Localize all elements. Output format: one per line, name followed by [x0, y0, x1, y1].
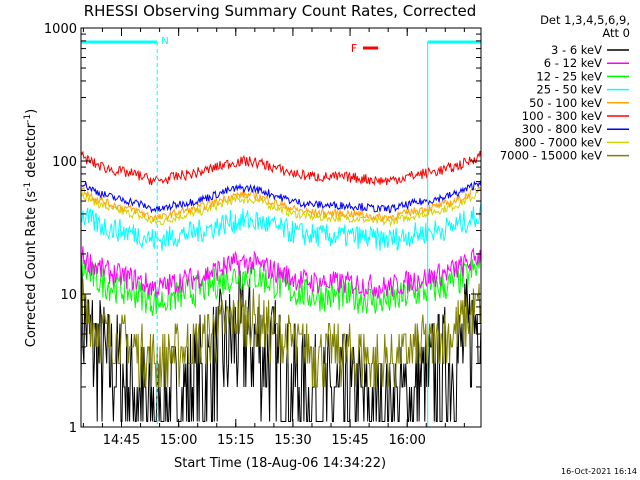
legend-label-0: 3 - 6 keV — [551, 43, 602, 57]
x-tick-label-4: 15:45 — [331, 433, 368, 448]
legend-label-4: 50 - 100 keV — [529, 96, 602, 110]
series-line-25-50keV — [80, 203, 482, 252]
legend-label-1: 6 - 12 keV — [544, 56, 602, 70]
series-line-50-100keV — [80, 186, 482, 223]
chart-title: RHESSI Observing Summary Count Rates, Co… — [84, 2, 477, 20]
x-tick-label-2: 15:15 — [217, 433, 254, 448]
series-line-300-800keV — [80, 179, 482, 214]
plot-frame — [80, 27, 482, 428]
y-tick-label-2: 100 — [52, 155, 77, 170]
legend-label-8: 7000 - 15000 keV — [500, 149, 602, 163]
legend-label-5: 100 - 300 keV — [522, 109, 602, 123]
flare-label: F — [351, 42, 357, 55]
y-axis-label: Corrected Count Rate (s-1 detector-1) — [23, 109, 39, 347]
series-line-7000-15000keV — [80, 278, 482, 388]
x-tick-label-5: 16:00 — [388, 433, 425, 448]
series-line-3-6keV — [80, 259, 482, 422]
night-label: N — [161, 36, 168, 47]
legend-label-6: 300 - 800 keV — [522, 122, 602, 136]
x-tick-label-1: 15:00 — [160, 433, 197, 448]
x-axis-label: Start Time (18-Aug-06 14:34:22) — [174, 456, 386, 471]
legend-label-3: 25 - 50 keV — [536, 83, 602, 97]
y-tick-label-3: 1000 — [44, 22, 77, 37]
series-layer — [80, 150, 482, 422]
x-tick-label-0: 14:45 — [103, 433, 140, 448]
y-tick-label-1: 10 — [60, 288, 77, 303]
series-line-100-300keV — [80, 150, 482, 187]
series-line-800-7000keV — [80, 187, 482, 228]
axis-ticks: 14:45 15:00 15:15 15:30 15:45 16:00 1 10 100 1000 — [44, 22, 481, 448]
y-tick-label-0: 1 — [69, 421, 77, 436]
legend-header-line-1: Det 1,3,4,5,6,9, — [540, 13, 630, 27]
legend-header-line-2: Att 0 — [602, 26, 630, 40]
legend-label-2: 12 - 25 keV — [536, 69, 602, 83]
legend-label-7: 800 - 7000 keV — [514, 135, 602, 149]
x-tick-label-3: 15:30 — [274, 433, 311, 448]
series-line-6-12keV — [80, 246, 482, 299]
footer-timestamp: 16-Oct-2021 16:14 — [561, 467, 637, 476]
